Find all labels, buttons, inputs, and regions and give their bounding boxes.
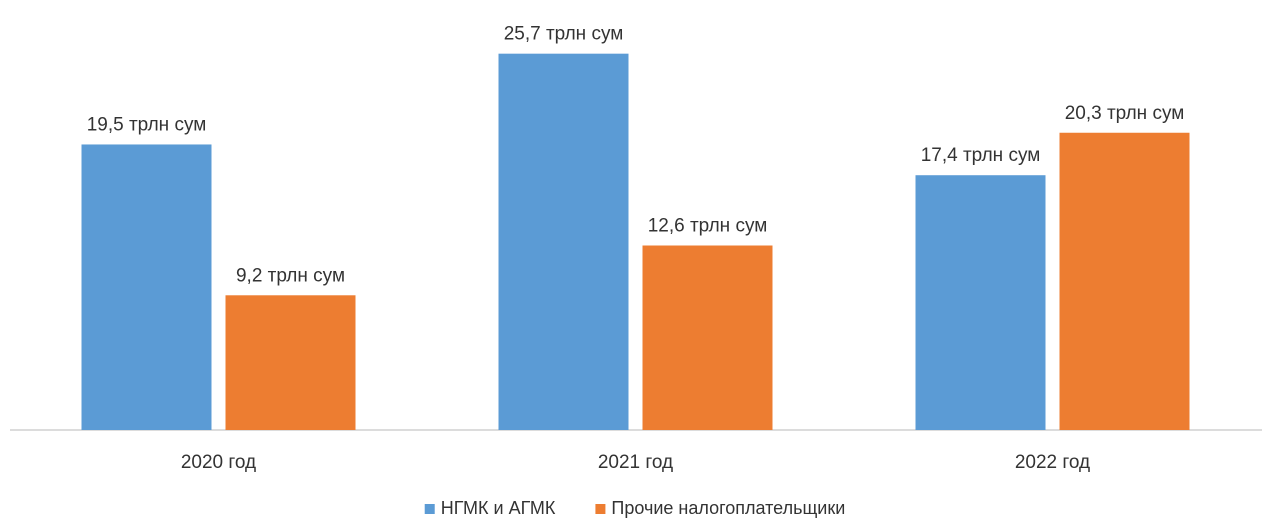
legend-swatch-ngmk-agmk <box>424 504 435 514</box>
bar-ngmk-agmk-2 <box>498 53 629 431</box>
data-label: 17,4 трлн сум <box>921 145 1041 166</box>
bar-ngmk-agmk-3 <box>915 175 1046 430</box>
data-labels-layer: 19,5 трлн сум 9,2 трлн сум 25,7 трлн сум 12… <box>87 24 1185 287</box>
x-tick-label: 2020 год <box>181 452 256 473</box>
x-tick-labels-layer: 2020 год 2021 год 2022 год <box>181 452 1090 473</box>
data-label: 19,5 трлн сум <box>87 114 207 135</box>
bar-other-taxpayers-2 <box>642 245 773 430</box>
bar-ngmk-agmk-1 <box>81 144 212 430</box>
data-label: 25,7 трлн сум <box>504 24 624 45</box>
legend-swatch-other-taxpayers <box>595 504 606 514</box>
legend: НГМК и АГМК Прочие налогоплательщики <box>424 498 845 518</box>
legend-label: Прочие налогоплательщики <box>611 498 845 518</box>
data-label: 12,6 трлн сум <box>648 216 768 237</box>
bar-other-taxpayers-3 <box>1059 132 1190 430</box>
legend-label: НГМК и АГМК <box>441 498 556 518</box>
x-tick-label: 2022 год <box>1015 452 1090 473</box>
data-label: 9,2 трлн сум <box>236 265 345 286</box>
x-tick-label: 2021 год <box>598 452 673 473</box>
data-label: 20,3 трлн сум <box>1065 103 1185 124</box>
bars-layer <box>81 53 1190 431</box>
bar-other-taxpayers-1 <box>225 295 356 430</box>
